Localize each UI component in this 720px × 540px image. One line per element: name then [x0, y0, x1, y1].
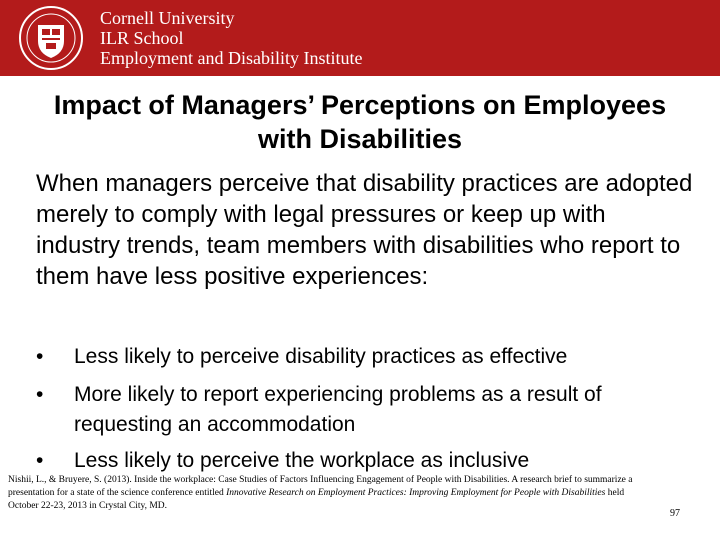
citation-title: Innovative Research on Employment Practi…	[226, 488, 606, 498]
bullet-item: • Less likely to perceive disability pra…	[36, 342, 676, 372]
citation: Nishii, L., & Bruyere, S. (2013). Inside…	[8, 474, 638, 513]
bullet-list: • Less likely to perceive disability pra…	[36, 342, 676, 484]
bullet-item: • Less likely to perceive the workplace …	[36, 446, 676, 476]
organization-name: Cornell University ILR School Employment…	[100, 8, 362, 68]
org-line: Cornell University	[100, 8, 235, 28]
bullet-marker: •	[36, 383, 44, 406]
bullet-text: Less likely to perceive the workplace as…	[74, 449, 530, 472]
org-line: ILR School	[100, 28, 184, 48]
intro-paragraph: When managers perceive that disability p…	[36, 170, 693, 290]
bullet-text: More likely to report experiencing probl…	[74, 383, 602, 436]
bullet-marker: •	[36, 345, 44, 368]
citation-text: Nishii, L., & Bruyere, S. (2013). Inside…	[8, 475, 633, 498]
slide-title: Impact of Managers’ Perceptions on Emplo…	[53, 90, 667, 154]
bullet-text: Less likely to perceive disability pract…	[74, 345, 568, 368]
page-number: 97	[670, 508, 680, 519]
citation-text-end: held October 22-23, 2013 in Crystal City…	[8, 488, 625, 511]
bullet-item: • More likely to report experiencing pro…	[36, 380, 676, 440]
slide-header: Cornell University ILR School Employment…	[0, 0, 720, 76]
cornell-seal-icon	[19, 6, 83, 70]
bullet-marker: •	[36, 449, 44, 472]
org-line: Employment and Disability Institute	[100, 48, 363, 68]
